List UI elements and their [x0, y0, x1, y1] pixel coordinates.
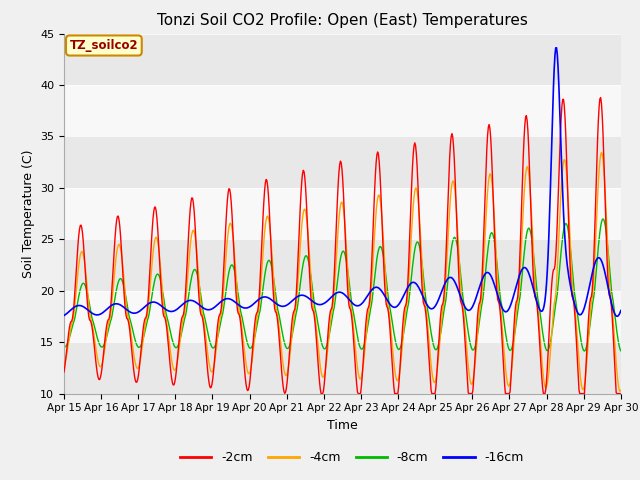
Bar [64, 136, 621, 188]
Bar [64, 342, 621, 394]
Bar [64, 240, 621, 291]
Bar [64, 291, 621, 342]
Bar [64, 188, 621, 240]
Title: Tonzi Soil CO2 Profile: Open (East) Temperatures: Tonzi Soil CO2 Profile: Open (East) Temp… [157, 13, 528, 28]
Bar [64, 85, 621, 136]
X-axis label: Time: Time [327, 419, 358, 432]
Bar [64, 34, 621, 85]
Text: TZ_soilco2: TZ_soilco2 [70, 39, 138, 52]
Legend: -2cm, -4cm, -8cm, -16cm: -2cm, -4cm, -8cm, -16cm [175, 446, 529, 469]
Y-axis label: Soil Temperature (C): Soil Temperature (C) [22, 149, 35, 278]
